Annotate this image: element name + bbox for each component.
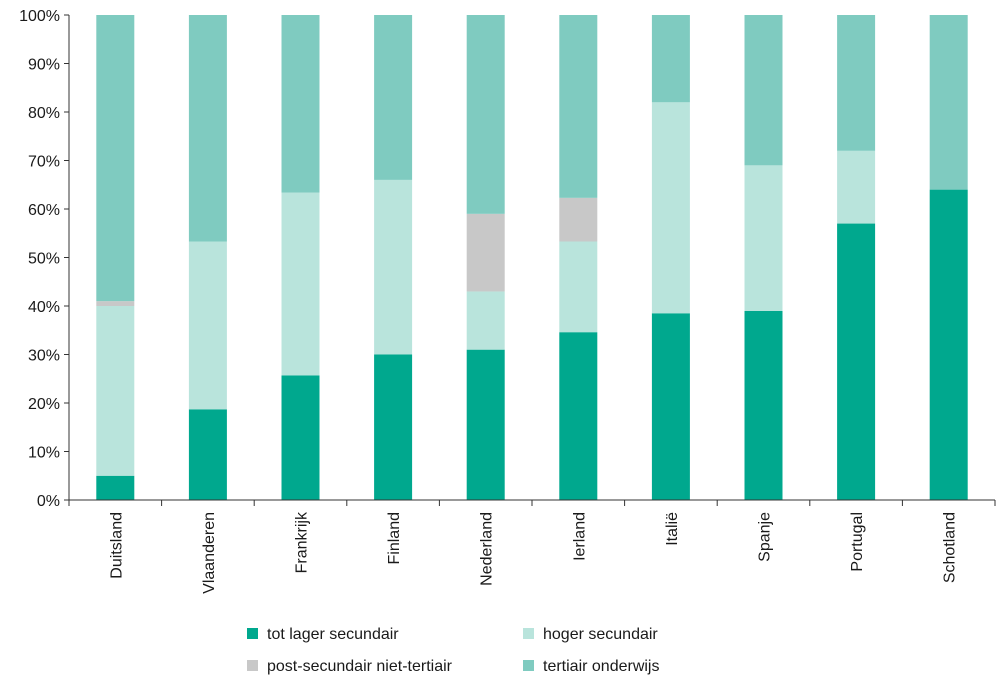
y-tick-label: 30% xyxy=(28,348,60,365)
bar-segment xyxy=(374,354,413,500)
bar-segment xyxy=(281,15,320,193)
legend-swatch xyxy=(523,628,534,639)
bar-segment xyxy=(744,15,783,166)
bar-segment xyxy=(96,15,135,302)
x-tick-label: Portugal xyxy=(849,512,866,572)
bar-segment xyxy=(374,15,413,180)
x-tick-label: Duitsland xyxy=(108,512,125,579)
x-tick-label: Nederland xyxy=(479,512,496,586)
y-axis: 0% 10% 20% 30% 40% 50% 60% 70% 80% 90% 100% xyxy=(19,8,70,510)
legend-label: tot lager secundair xyxy=(267,626,399,643)
bar-segment xyxy=(96,301,135,306)
bar-segment xyxy=(188,409,227,500)
bar-segment xyxy=(744,310,783,500)
y-tick-label: 40% xyxy=(28,299,60,316)
x-tick-label: Ierland xyxy=(571,512,588,561)
x-tick-label: Vlaanderen xyxy=(201,512,218,594)
legend-label: tertiair onderwijs xyxy=(543,658,659,675)
bar-segment xyxy=(929,15,968,190)
bar-segment xyxy=(466,15,505,214)
legend-swatch xyxy=(523,660,534,671)
bar-segment xyxy=(837,223,876,501)
bar-segment xyxy=(96,475,135,500)
bar-segment xyxy=(96,306,135,476)
y-tick-label: 100% xyxy=(19,8,60,25)
x-axis: Duitsland Vlaanderen Frankrijk Finland Neder… xyxy=(68,499,996,594)
y-tick-label: 10% xyxy=(28,445,60,462)
legend-swatch xyxy=(247,660,258,671)
bar-segment xyxy=(281,192,320,376)
bar-segment xyxy=(466,349,505,500)
y-tick-label: 80% xyxy=(28,105,60,122)
x-tick-label: Frankrijk xyxy=(294,511,311,573)
x-tick-label: Spanje xyxy=(757,512,774,562)
y-tick-label: 90% xyxy=(28,57,60,74)
bar-segment xyxy=(559,197,598,242)
legend-label: hoger secundair xyxy=(543,626,658,643)
bar-segment xyxy=(188,15,227,242)
legend-swatch xyxy=(247,628,258,639)
x-tick-label: Schotland xyxy=(942,512,959,583)
bar-segment xyxy=(837,150,876,224)
bar-segment xyxy=(929,189,968,500)
bar-segment xyxy=(651,102,690,314)
bar-segment xyxy=(837,15,876,151)
y-tick-label: 70% xyxy=(28,154,60,171)
bar-segment xyxy=(466,291,505,350)
bar-segment xyxy=(559,241,598,333)
bar-segment xyxy=(744,165,783,311)
bar-segment xyxy=(651,15,690,103)
bar-segment xyxy=(651,313,690,500)
bar-segment xyxy=(188,241,227,410)
y-tick-label: 0% xyxy=(37,493,60,510)
x-tick-label: Italië xyxy=(664,512,681,546)
bar-segment xyxy=(281,375,320,500)
bar-segment xyxy=(466,213,505,292)
legend: tot lager secundair hoger secundair post-s… xyxy=(247,626,659,675)
y-tick-label: 50% xyxy=(28,251,60,268)
y-tick-label: 60% xyxy=(28,202,60,219)
bar-segment xyxy=(559,15,598,198)
x-tick-label: Finland xyxy=(386,512,403,564)
bar-segment xyxy=(374,179,413,355)
legend-label: post-secundair niet-tertiair xyxy=(267,658,453,675)
y-tick-label: 20% xyxy=(28,396,60,413)
bar-segment xyxy=(559,332,598,500)
bars xyxy=(96,15,968,501)
